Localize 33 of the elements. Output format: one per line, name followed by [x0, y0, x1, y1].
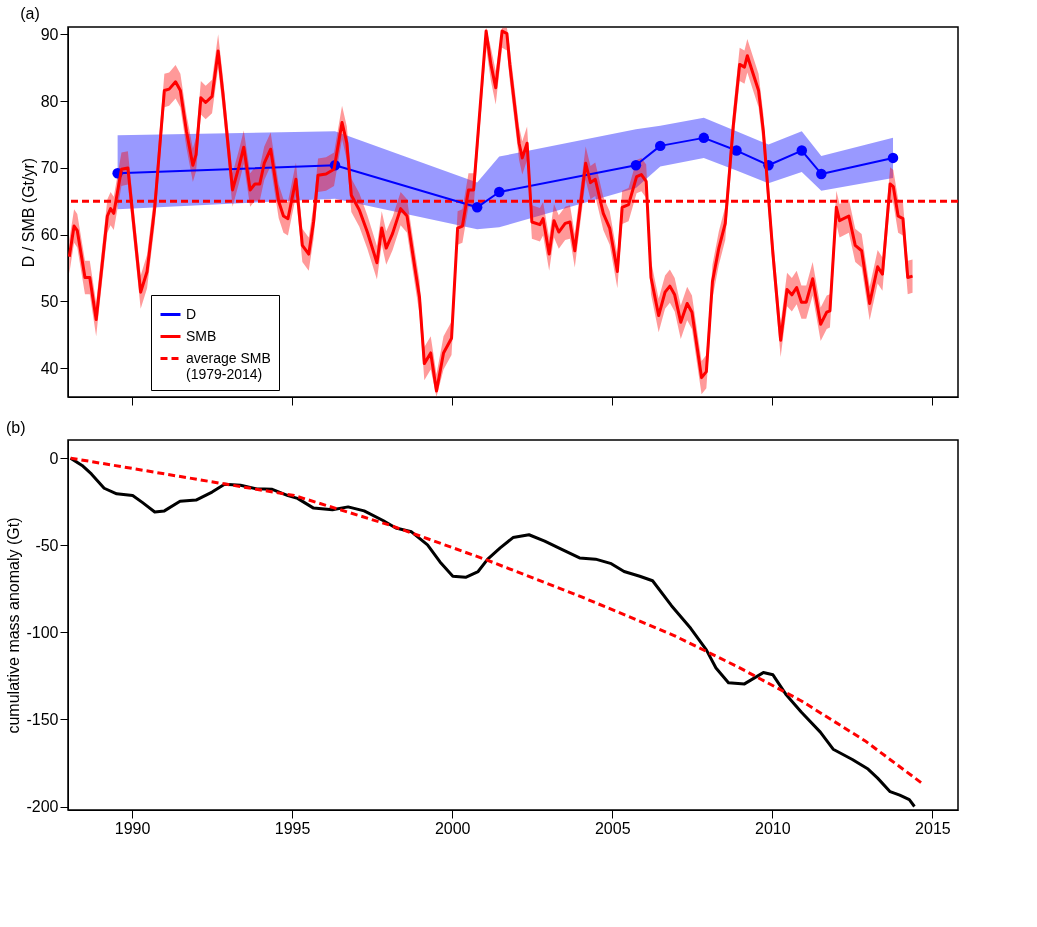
y-tick-label: -200 [26, 798, 59, 816]
x-tick-label: 2000 [434, 819, 471, 837]
y-tick-label: -100 [26, 623, 59, 641]
y-tick-label: 50 [40, 292, 59, 310]
point [887, 152, 899, 164]
y-tick-label: 80 [40, 92, 59, 110]
y-tick-label: -150 [26, 710, 59, 728]
point [630, 160, 642, 171]
y-tick-label: -50 [35, 536, 59, 554]
point [816, 168, 827, 180]
point [471, 202, 483, 213]
x-tick-label: 2005 [594, 819, 631, 837]
y-tick-label: 70 [40, 159, 59, 177]
y-tick-label: 90 [40, 25, 59, 43]
y-tick-label: 40 [40, 359, 59, 377]
point [698, 132, 710, 144]
y-axis-title: D / SMB (Gt/yr) [19, 157, 37, 268]
point [796, 145, 808, 156]
legend-label: average SMB (1979-2014) [186, 349, 271, 382]
legend-label: SMB [186, 327, 217, 344]
x-tick-label: 2010 [755, 819, 791, 837]
point [493, 186, 505, 198]
point [731, 145, 742, 156]
y-tick-label: 0 [49, 449, 59, 467]
x-tick-label: 1995 [274, 819, 311, 837]
chart-title: (a) [20, 5, 40, 23]
chart-title: (b) [5, 419, 26, 436]
x-tick-label: 1990 [114, 819, 151, 837]
y-tick-label: 60 [40, 226, 59, 244]
point [655, 140, 666, 152]
legend-label: D [186, 305, 197, 322]
y-axis-title: cumulative mass anomaly (Gt) [5, 517, 23, 734]
x-tick-label: 2015 [915, 819, 951, 837]
